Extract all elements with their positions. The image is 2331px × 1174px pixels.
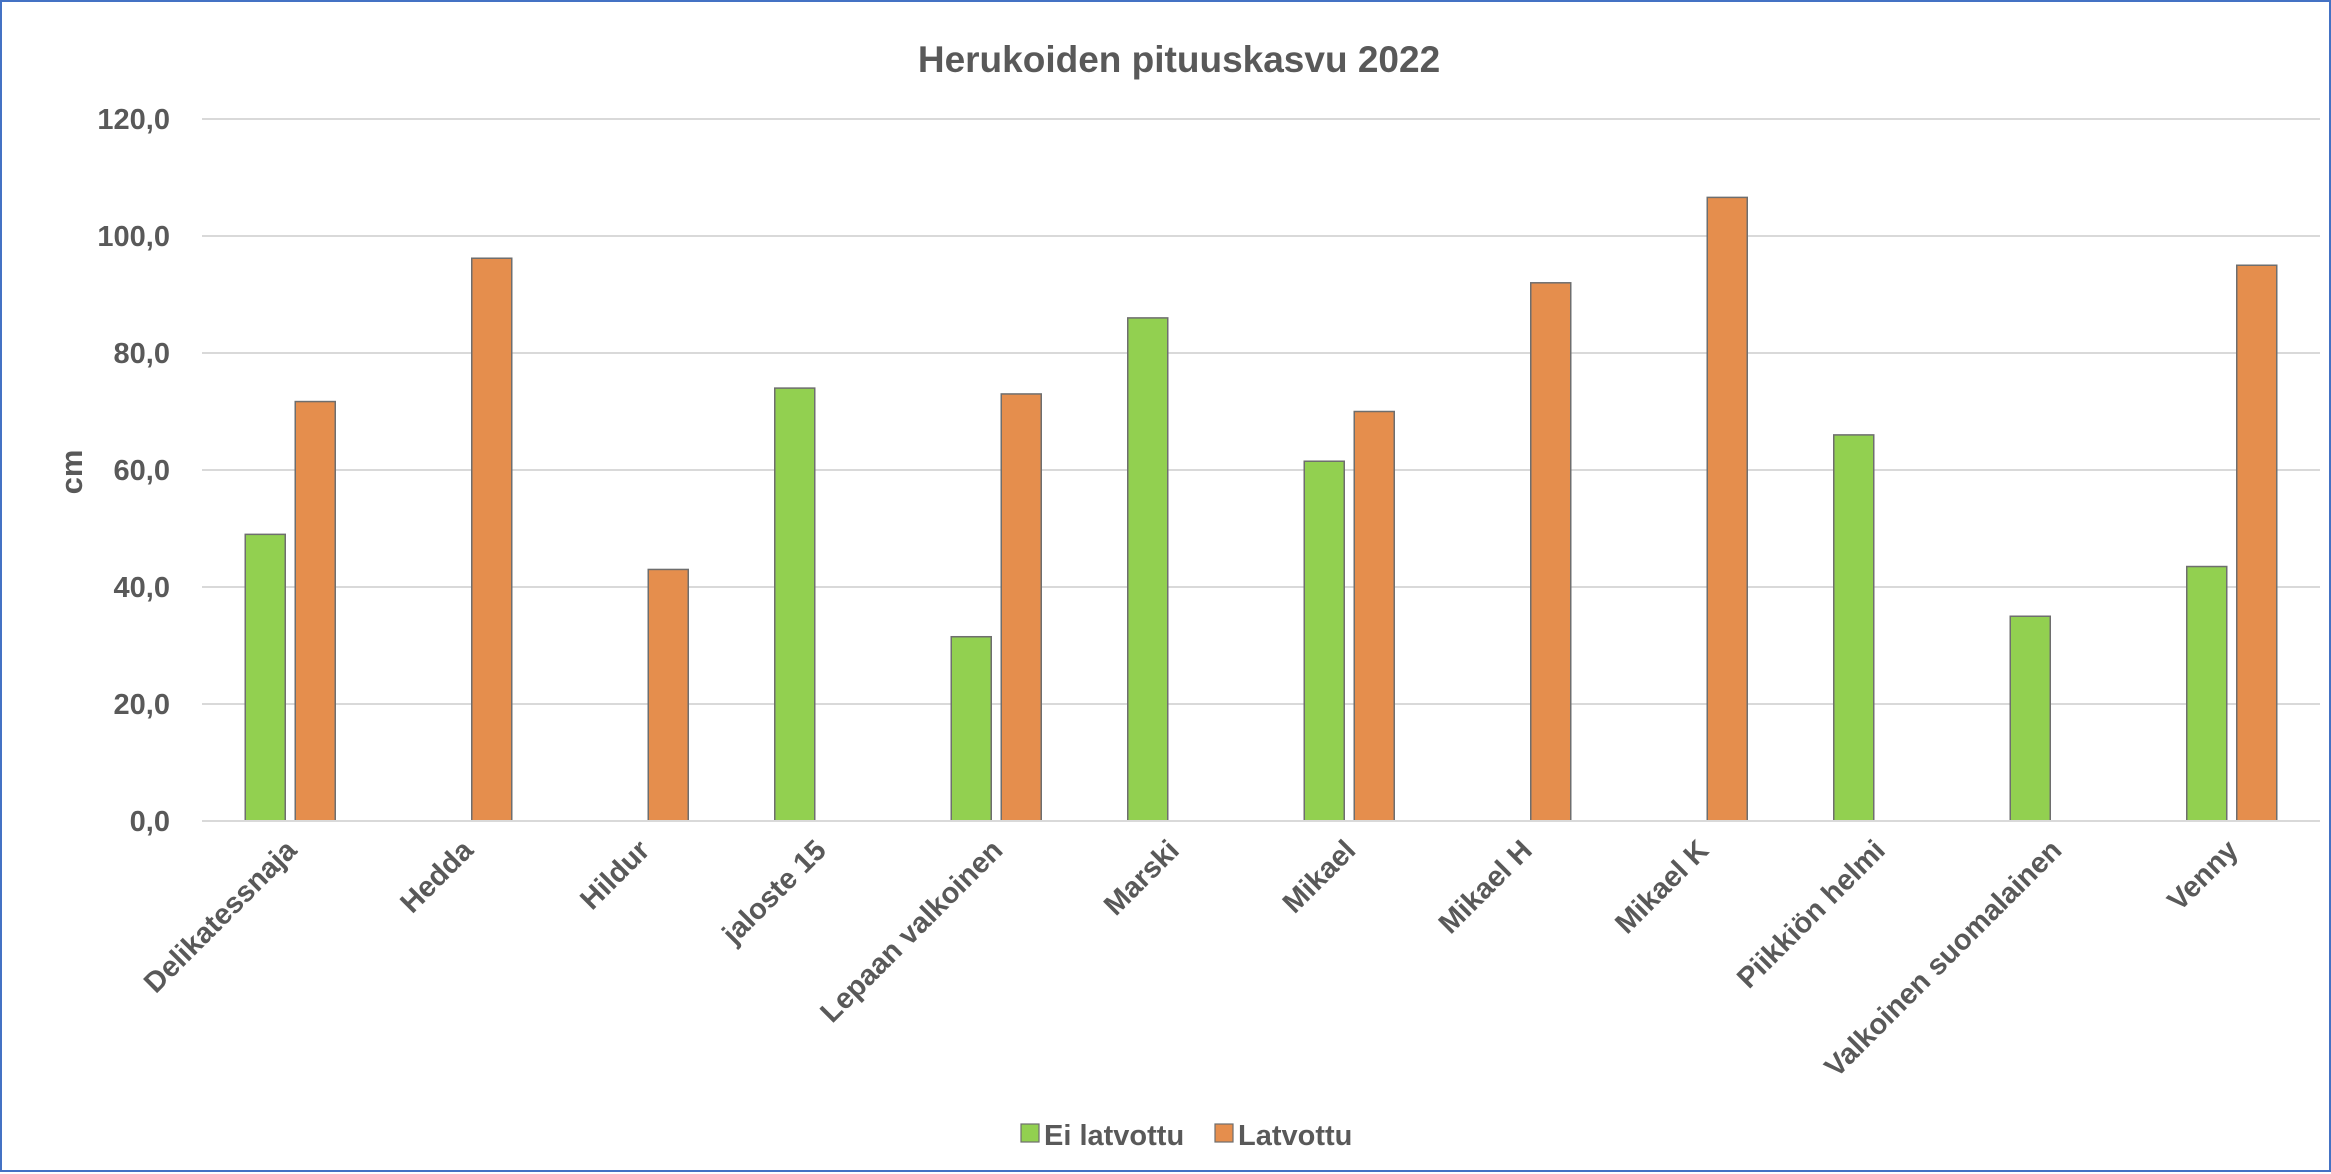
x-category-label: Delikatessnaja — [138, 834, 304, 1000]
x-category-label: Hildur — [574, 834, 656, 916]
bar-ei-latvottu — [2186, 565, 2228, 822]
x-category-label: Mikael K — [1609, 834, 1715, 940]
x-category-label: Mikael H — [1433, 834, 1539, 940]
bar-ei-latvottu — [1303, 460, 1345, 822]
bar-ei-latvottu — [950, 635, 992, 822]
bar-ei-latvottu — [2009, 615, 2051, 822]
bar-ei-latvottu — [1833, 434, 1875, 822]
bar-ei-latvottu — [1127, 317, 1169, 822]
y-tick-label: 120,0 — [97, 104, 170, 136]
y-tick-label: 0,0 — [130, 806, 170, 838]
y-axis-title: cm — [54, 450, 89, 495]
y-tick-label: 40,0 — [114, 572, 170, 604]
bar-latvottu — [294, 400, 336, 822]
x-category-label: jaloste 15 — [716, 834, 833, 951]
bar-latvottu — [1530, 282, 1572, 822]
bar-latvottu — [1000, 393, 1042, 822]
bar-ei-latvottu — [774, 387, 816, 822]
y-tick-label: 20,0 — [114, 689, 170, 721]
bars — [244, 196, 2278, 822]
legend-swatch-ei-latvottu — [1020, 1123, 1040, 1143]
x-category-label: Lepaan valkoinen — [814, 834, 1009, 1029]
x-category-label: Piikkiön helmi — [1731, 834, 1892, 995]
x-category-label: Venny — [2162, 834, 2245, 917]
gridlines — [202, 118, 2320, 705]
bar-latvottu — [2236, 264, 2278, 822]
x-axis-categories: Delikatessnaja Hedda Hildur jaloste 15Lepaa… — [138, 834, 2245, 1084]
chart-title: Herukoiden pituuskasvu 2022 — [918, 39, 1440, 80]
x-category-label: Marski — [1098, 834, 1186, 922]
legend-label: Ei latvottu — [1044, 1120, 1184, 1152]
bar-ei-latvottu — [244, 533, 286, 822]
x-category-label: Hedda — [394, 834, 480, 920]
y-tick-label: 80,0 — [114, 338, 170, 370]
bar-latvottu — [1706, 196, 1748, 822]
y-tick-label: 60,0 — [114, 455, 170, 487]
legend: Ei latvottu Latvottu — [1020, 1120, 1352, 1152]
bar-latvottu — [647, 568, 689, 822]
bar-latvottu — [1353, 410, 1395, 822]
y-axis-ticks: 0,0 20,0 40,0 60,0 80,0 100,0 120,0 — [97, 104, 170, 838]
y-tick-label: 100,0 — [97, 221, 170, 253]
legend-swatch-latvottu — [1214, 1123, 1234, 1143]
legend-label: Latvottu — [1238, 1120, 1352, 1152]
x-category-label: Mikael — [1277, 834, 1362, 919]
bar-latvottu — [471, 257, 513, 822]
